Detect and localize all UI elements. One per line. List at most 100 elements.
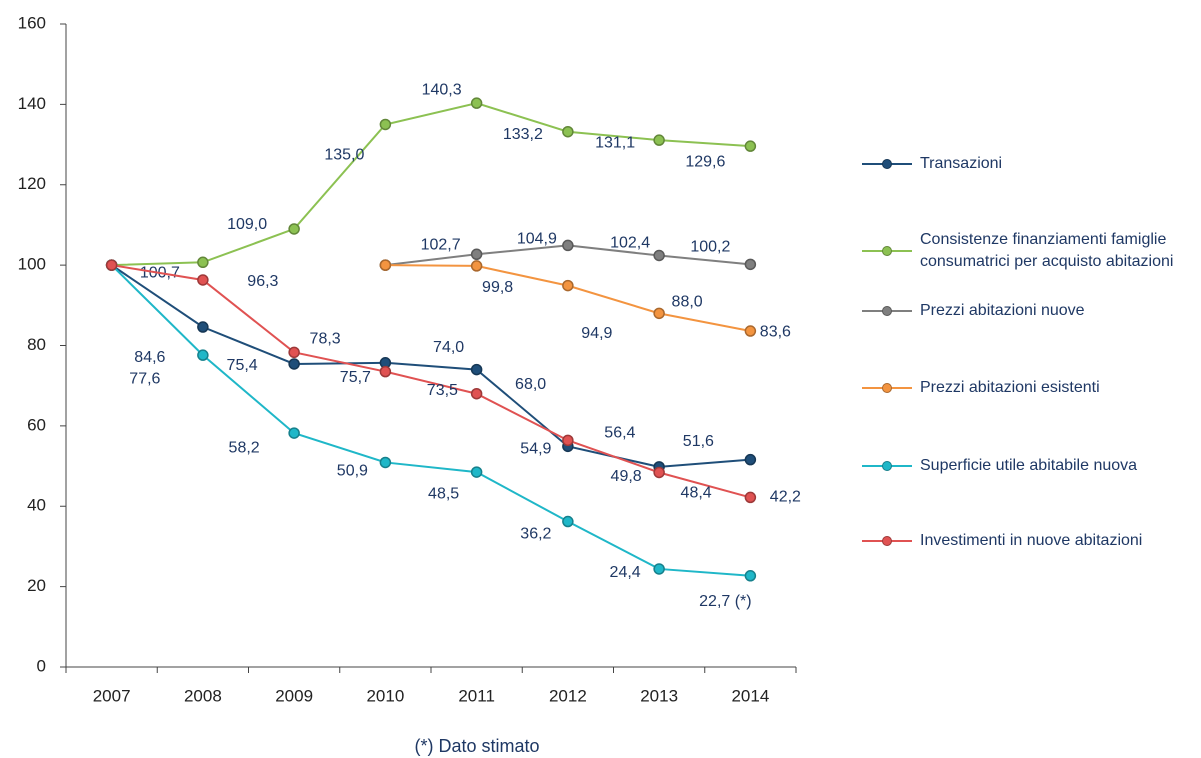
point xyxy=(562,515,574,528)
point xyxy=(562,239,574,252)
value-label: 74,0 xyxy=(433,339,464,356)
value-label: 51,6 xyxy=(683,433,714,450)
point xyxy=(197,349,209,361)
legend-marker xyxy=(882,246,892,256)
point xyxy=(744,258,757,271)
y-tick-label: 20 xyxy=(27,576,46,595)
value-label: 100,2 xyxy=(690,239,730,256)
value-label: 96,3 xyxy=(247,273,278,290)
point xyxy=(288,346,300,359)
y-tick-label: 60 xyxy=(27,415,46,434)
point xyxy=(653,307,665,320)
legend-marker xyxy=(882,383,892,393)
value-label: 73,5 xyxy=(427,382,458,399)
value-label: 48,5 xyxy=(428,485,459,502)
point xyxy=(653,563,665,575)
legend-label: Transazioni xyxy=(920,155,1003,172)
point xyxy=(379,118,392,131)
footnote: (*) Dato stimato xyxy=(414,736,539,756)
y-tick-label: 80 xyxy=(27,335,46,354)
value-label: 24,4 xyxy=(610,564,641,581)
legend-label: Consistenze finanziamenti famiglie consu… xyxy=(920,231,1174,270)
value-label: 36,2 xyxy=(520,526,551,543)
legend-marker xyxy=(882,461,892,471)
point xyxy=(653,466,665,479)
point xyxy=(470,248,483,261)
y-tick-label: 140 xyxy=(18,94,46,113)
legend-label: Prezzi abitazioni esistenti xyxy=(920,379,1100,396)
point xyxy=(379,365,392,378)
y-tick-label: 100 xyxy=(18,255,46,274)
x-tick-label: 2009 xyxy=(275,686,313,705)
series-line xyxy=(111,264,751,499)
x-tick-label: 2014 xyxy=(731,686,769,705)
value-label: 75,4 xyxy=(227,357,258,374)
point xyxy=(744,570,757,582)
point xyxy=(288,223,300,235)
value-label: 129,6 xyxy=(685,153,725,170)
point xyxy=(379,456,392,469)
point xyxy=(288,358,300,370)
value-label: 94,9 xyxy=(581,325,612,342)
legend-label: Superficie utile abitabile nuova xyxy=(920,457,1138,474)
value-label: 49,8 xyxy=(611,468,642,485)
legend-label: Investimenti in nuove abitazioni xyxy=(920,532,1143,549)
value-label: 56,4 xyxy=(604,425,635,442)
point xyxy=(562,279,574,292)
value-label: 68,0 xyxy=(515,376,546,393)
value-label: 22,7 (*) xyxy=(699,593,751,610)
value-label: 140,3 xyxy=(422,81,462,98)
x-tick-label: 2007 xyxy=(93,686,131,705)
x-tick-label: 2008 xyxy=(184,686,222,705)
legend-marker xyxy=(882,306,892,316)
y-tick-label: 40 xyxy=(27,496,46,515)
point xyxy=(744,325,757,337)
value-label: 54,9 xyxy=(520,441,551,458)
value-label: 42,2 xyxy=(770,489,801,506)
point xyxy=(744,491,757,504)
value-label: 75,7 xyxy=(340,369,371,386)
point xyxy=(653,134,665,146)
value-label: 83,6 xyxy=(760,323,791,340)
value-label: 109,0 xyxy=(227,216,267,233)
legend-marker xyxy=(882,159,892,169)
point xyxy=(288,427,300,439)
point xyxy=(562,125,574,138)
x-tick-label: 2011 xyxy=(458,686,495,705)
series-line xyxy=(111,264,751,468)
series-line xyxy=(111,102,751,267)
point xyxy=(470,97,483,109)
value-label: 102,7 xyxy=(421,236,461,253)
y-tick-label: 0 xyxy=(37,656,46,675)
point xyxy=(105,259,118,271)
value-label: 48,4 xyxy=(681,485,712,502)
point xyxy=(470,260,483,272)
point xyxy=(379,259,392,271)
y-tick-label: 120 xyxy=(18,174,46,193)
point xyxy=(744,140,757,152)
value-label: 78,3 xyxy=(310,331,341,348)
legend-label: Prezzi abitazioni nuove xyxy=(920,302,1085,319)
value-label: 102,4 xyxy=(610,235,650,252)
point xyxy=(744,453,757,466)
series-line xyxy=(110,264,751,577)
x-tick-label: 2010 xyxy=(366,686,404,705)
point xyxy=(197,274,209,286)
point xyxy=(653,249,665,262)
point xyxy=(470,387,483,400)
legend-marker xyxy=(882,536,892,546)
point xyxy=(562,434,574,447)
x-tick-label: 2013 xyxy=(640,686,678,705)
point xyxy=(470,363,483,376)
value-label: 99,8 xyxy=(482,279,513,296)
point xyxy=(470,466,483,478)
value-label: 84,6 xyxy=(134,349,165,366)
value-label: 77,6 xyxy=(129,370,160,387)
value-label: 58,2 xyxy=(229,439,260,456)
point xyxy=(197,256,209,269)
value-label: 131,1 xyxy=(595,134,635,151)
value-label: 135,0 xyxy=(324,147,364,164)
value-label: 50,9 xyxy=(337,463,368,480)
